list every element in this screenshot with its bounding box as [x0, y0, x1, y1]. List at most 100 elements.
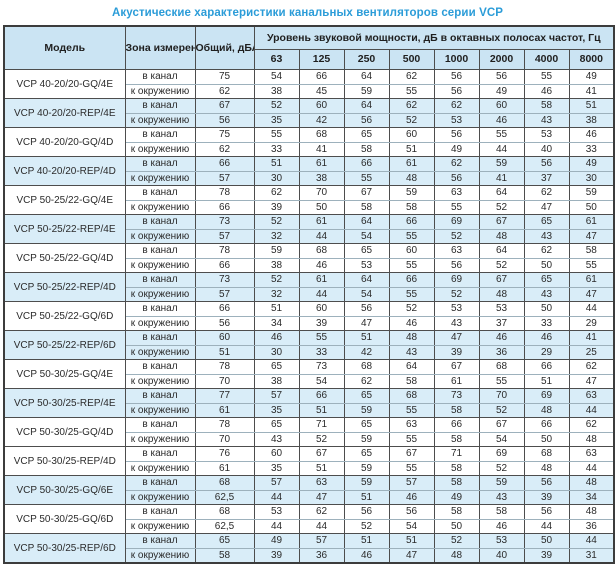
level-cell-125hz: 67: [298, 446, 345, 462]
zone-cell: в канал: [124, 127, 196, 143]
level-cell-2000hz: 52: [478, 460, 525, 476]
total-dba-cell: 73: [194, 214, 255, 230]
level-cell-2000hz: 55: [478, 373, 525, 389]
level-cell-500hz: 67: [388, 446, 435, 462]
level-cell-2000hz: 41: [478, 170, 525, 186]
level-cell-1000hz: 58: [433, 402, 480, 418]
total-dba-cell: 62: [194, 141, 255, 157]
level-cell-1000hz: 67: [433, 359, 480, 375]
level-cell-125hz: 63: [298, 475, 345, 491]
level-cell-125hz: 46: [298, 257, 345, 273]
level-cell-1000hz: 58: [433, 504, 480, 520]
level-cell-4000hz: 62: [523, 243, 570, 259]
level-cell-250hz: 65: [343, 446, 390, 462]
level-cell-250hz: 64: [343, 69, 390, 85]
zone-cell: в канал: [124, 243, 196, 259]
level-cell-63hz: 35: [253, 112, 300, 128]
level-cell-250hz: 65: [343, 388, 390, 404]
level-cell-8000hz: 44: [568, 460, 615, 476]
level-cell-2000hz: 53: [478, 301, 525, 317]
total-dba-cell: 75: [194, 69, 255, 85]
level-cell-4000hz: 43: [523, 112, 570, 128]
level-cell-2000hz: 64: [478, 185, 525, 201]
level-cell-8000hz: 44: [568, 402, 615, 418]
level-cell-2000hz: 52: [478, 402, 525, 418]
level-cell-500hz: 51: [388, 141, 435, 157]
level-cell-125hz: 60: [298, 98, 345, 114]
table-row: VCP 50-30/25-GQ/4E в канал 78 65 73 68 64 67 68 6…: [3, 359, 615, 389]
table-body: VCP 40-20/20-GQ/4E в канал 75 54 66 64 62 56 56 5…: [3, 69, 615, 564]
level-cell-125hz: 36: [298, 547, 345, 564]
model-cell: VCP 50-30/25-GQ/6D: [3, 504, 126, 534]
level-cell-4000hz: 65: [523, 272, 570, 288]
level-cell-1000hz: 50: [433, 518, 480, 534]
level-cell-63hz: 38: [253, 83, 300, 99]
level-cell-500hz: 66: [388, 272, 435, 288]
header-frequency-band: Уровень звуковой мощности, дБ в октавных…: [253, 25, 615, 50]
level-cell-8000hz: 50: [568, 199, 615, 215]
zone-cell: в канал: [124, 69, 196, 85]
level-cell-63hz: 30: [253, 170, 300, 186]
level-cell-125hz: 51: [298, 460, 345, 476]
zone-cell: к окружению: [124, 286, 196, 302]
level-cell-125hz: 68: [298, 127, 345, 143]
level-cell-63hz: 55: [253, 127, 300, 143]
level-cell-2000hz: 67: [478, 272, 525, 288]
level-cell-2000hz: 59: [478, 156, 525, 172]
level-cell-8000hz: 62: [568, 417, 615, 433]
level-cell-8000hz: 49: [568, 69, 615, 85]
header-zone: Зона измерения: [124, 25, 196, 70]
level-cell-1000hz: 62: [433, 98, 480, 114]
level-cell-2000hz: 40: [478, 547, 525, 564]
table-row: VCP 50-25/22-REP/6D в канал 60 46 55 51 48 47 46…: [3, 330, 615, 360]
level-cell-2000hz: 56: [478, 69, 525, 85]
level-cell-125hz: 52: [298, 431, 345, 447]
level-cell-125hz: 57: [298, 533, 345, 549]
level-cell-500hz: 54: [388, 518, 435, 534]
zone-cell: к окружению: [124, 315, 196, 331]
total-dba-cell: 61: [194, 460, 255, 476]
zone-cell: в канал: [124, 533, 196, 549]
table-row: к окружению 56 35 42 56 52 53 46 43 38: [4, 112, 615, 128]
header-freq-125: 125: [298, 49, 345, 70]
level-cell-4000hz: 39: [523, 547, 570, 564]
level-cell-4000hz: 66: [523, 359, 570, 375]
total-dba-cell: 78: [194, 359, 255, 375]
level-cell-500hz: 52: [388, 301, 435, 317]
header-freq-63: 63: [253, 49, 300, 70]
level-cell-250hz: 51: [343, 330, 390, 346]
level-cell-500hz: 60: [388, 243, 435, 259]
level-cell-63hz: 38: [253, 257, 300, 273]
level-cell-500hz: 46: [388, 489, 435, 505]
level-cell-63hz: 39: [253, 199, 300, 215]
table-row: VCP 50-25/22-REP/4D в канал 73 52 61 64 66 69 67…: [3, 272, 615, 302]
level-cell-2000hz: 67: [478, 417, 525, 433]
level-cell-250hz: 62: [343, 373, 390, 389]
level-cell-63hz: 39: [253, 547, 300, 564]
level-cell-250hz: 65: [343, 243, 390, 259]
level-cell-1000hz: 52: [433, 533, 480, 549]
level-cell-500hz: 63: [388, 417, 435, 433]
level-cell-63hz: 30: [253, 344, 300, 360]
level-cell-8000hz: 61: [568, 214, 615, 230]
total-dba-cell: 66: [194, 257, 255, 273]
level-cell-250hz: 52: [343, 518, 390, 534]
level-cell-500hz: 55: [388, 83, 435, 99]
level-cell-250hz: 55: [343, 170, 390, 186]
level-cell-250hz: 65: [343, 417, 390, 433]
level-cell-125hz: 39: [298, 315, 345, 331]
zone-cell: к окружению: [124, 344, 196, 360]
header-freq-8000: 8000: [568, 49, 615, 70]
level-cell-63hz: 38: [253, 373, 300, 389]
level-cell-500hz: 55: [388, 402, 435, 418]
total-dba-cell: 62: [194, 83, 255, 99]
level-cell-250hz: 42: [343, 344, 390, 360]
model-cell: VCP 40-20/20-REP/4D: [3, 156, 126, 186]
level-cell-8000hz: 29: [568, 315, 615, 331]
table-row: VCP 50-25/22-GQ/6D в канал 66 51 60 56 52 53 53 5…: [3, 301, 615, 331]
level-cell-1000hz: 43: [433, 315, 480, 331]
level-cell-8000hz: 41: [568, 83, 615, 99]
level-cell-63hz: 60: [253, 446, 300, 462]
level-cell-500hz: 55: [388, 460, 435, 476]
level-cell-1000hz: 48: [433, 547, 480, 564]
